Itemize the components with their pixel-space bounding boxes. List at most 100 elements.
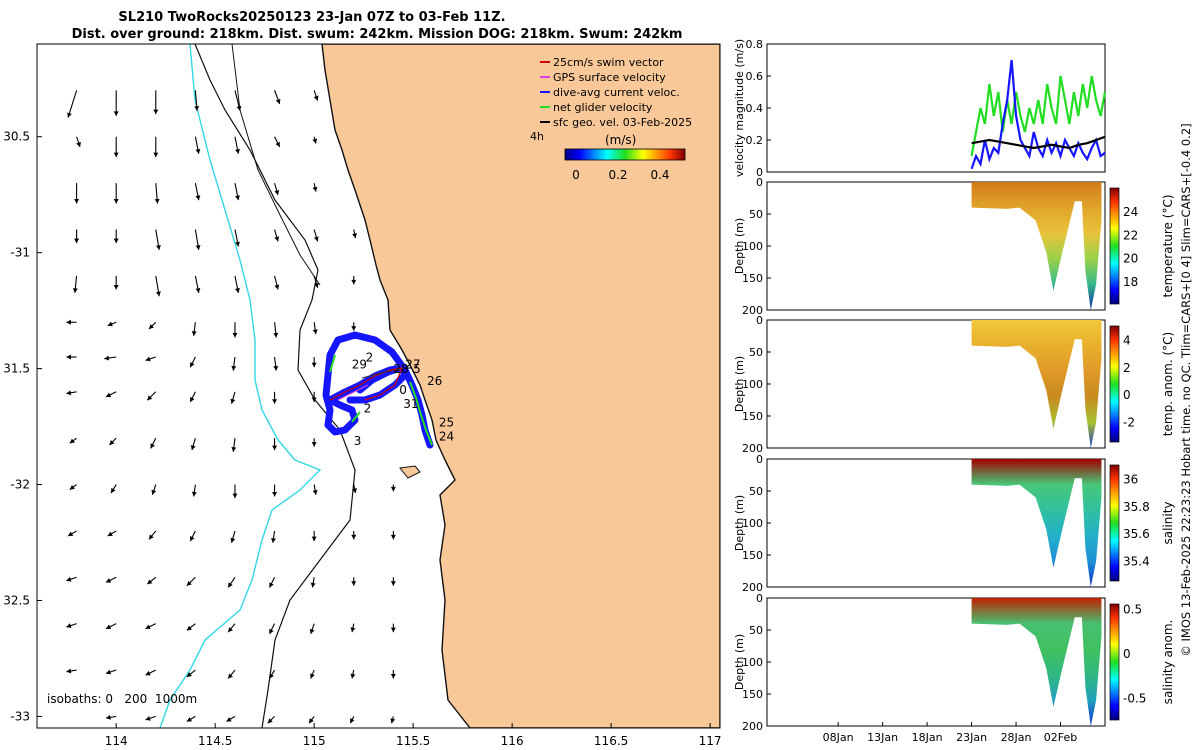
section-field [971,320,1102,448]
geostrophic-vector [148,530,157,540]
colorbar-label: salinity anom. [1161,620,1175,705]
geostrophic-vector [191,322,197,336]
geostrophic-vector [189,530,196,542]
geostrophic-vector [66,354,77,360]
geostrophic-vector [146,576,157,585]
geostrophic-vector [194,229,201,250]
velocity-series-line [970,75,1107,157]
geostrophic-vector [155,229,161,250]
colorbar-label: salinity [1161,501,1175,544]
geostrophic-vector [267,716,275,724]
day-label: 28 [393,362,408,376]
geostrophic-vector [186,623,196,631]
date-tick-label: 28Jan [1001,731,1032,744]
depth-tick-label: 0 [756,592,763,605]
geostrophic-vector [268,577,276,588]
section-colorbar [1109,603,1120,721]
geostrophic-vector [312,484,318,495]
depth-tick-label: 200 [742,442,763,455]
geostrophic-vector [274,229,280,242]
geostrophic-velocity-vectors [66,90,396,724]
geostrophic-vector [390,577,396,586]
section-colorbar [1109,464,1120,582]
geostrophic-vector [274,136,281,148]
legend-gps-velocity: GPS surface velocity [553,71,666,84]
depth-tick-label: 200 [742,720,763,733]
geostrophic-vector [153,136,159,158]
velocity-ylabel: velocity magnitude (m/s) [733,39,746,177]
map-axes-frame [36,43,721,729]
legend-swim-vector: 25cm/s swim vector [553,56,664,69]
geostrophic-vector [104,355,117,361]
geostrophic-vector [390,670,396,679]
day-label: 5 [413,362,421,376]
geostrophic-vector [76,136,81,148]
geostrophic-vector [69,484,77,491]
geostrophic-vector [272,438,278,451]
isobath-200m [194,44,356,728]
net-glider-velocity-track [329,354,433,446]
colorbar-tick-label: 20 [1123,252,1138,266]
geostrophic-vector [66,319,77,325]
velocity-ytick-label: 0.6 [746,70,764,83]
velocity-ytick-label: 0.8 [746,38,764,51]
day-label: 2 [364,402,372,416]
velocity-series [970,59,1107,170]
geostrophic-vector [189,391,196,403]
geostrophic-vector [313,229,319,242]
colorbar-label: temp. anom. (°C) [1161,332,1175,436]
geostrophic-vector [105,623,117,630]
geostrophic-vector [230,391,236,404]
geostrophic-vector [66,390,77,396]
geostrophic-vector [390,484,396,492]
day-label: 27 [405,358,420,372]
geostrophic-vector [186,715,196,722]
colorbar-tick-label: -0.5 [1123,692,1146,706]
geostrophic-vector [309,623,315,635]
depth-tick-label: 100 [742,378,763,391]
title-line-2: Dist. over ground: 218km. Dist. swum: 24… [72,27,683,42]
colorbar-tick-label: 0 [1123,388,1131,402]
day-label: 29 [352,358,367,372]
geostrophic-vector [194,183,201,201]
geostrophic-vector [227,669,236,679]
colorbar-tick-label: 22 [1123,228,1138,242]
geostrophic-vector [105,391,117,398]
colorbar-units: (m/s) [605,133,636,147]
map-ytick-label: 32.5 [3,593,30,607]
depth-axis-label: Depth (m) [733,356,746,412]
section-field [971,598,1102,726]
day-label: 24 [439,429,454,443]
geostrophic-vector [310,669,315,679]
geostrophic-vector [232,484,238,499]
geostrophic-vector [352,229,357,239]
geostrophic-vector [146,391,157,401]
geostrophic-vector [105,714,117,720]
isobath-label: isobaths: 0 200 1000m [47,692,197,706]
land-area [321,44,720,728]
colorbar-tick-2: 0.4 [650,168,669,182]
geostrophic-vector [66,668,77,674]
depth-tick-label: 200 [742,581,763,594]
geostrophic-vector [69,437,77,444]
colorbar-tick-label: 18 [1123,275,1138,289]
geostrophic-vector [349,716,355,724]
depth-tick-label: 50 [749,346,763,359]
map-ytick-label: -33 [10,709,30,723]
depth-tick-label: 100 [742,517,763,530]
geostrophic-vector [313,275,319,288]
geostrophic-vector [145,623,157,630]
geostrophic-vector [148,321,157,330]
map-ytick-label: -32 [10,478,30,492]
day-label: 25 [439,416,454,430]
depth-axis-label: Depth (m) [733,634,746,690]
isobath-1000m [159,44,322,728]
geostrophic-vector [390,716,396,724]
geostrophic-vector [311,530,317,542]
title-line-1: SL210 TwoRocks20250123 23-Jan 07Z to 03-… [118,10,505,25]
geostrophic-vector [268,623,276,635]
geostrophic-vector [67,90,78,118]
